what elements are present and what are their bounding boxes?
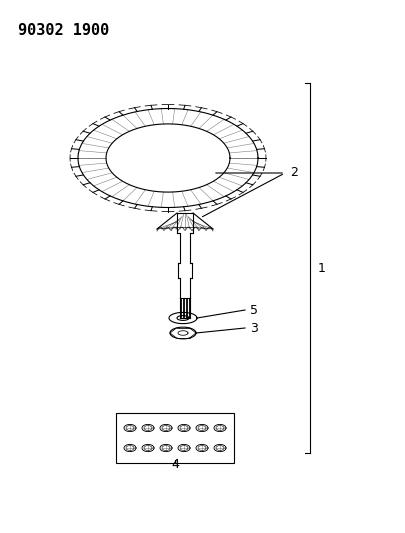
Text: 90302 1900: 90302 1900: [18, 23, 109, 38]
Text: 5: 5: [250, 303, 258, 317]
Text: 3: 3: [250, 321, 258, 335]
Bar: [116, 413, 234, 463]
Text: 2: 2: [290, 166, 298, 180]
Text: 4: 4: [171, 458, 179, 472]
Text: 1: 1: [318, 262, 326, 274]
